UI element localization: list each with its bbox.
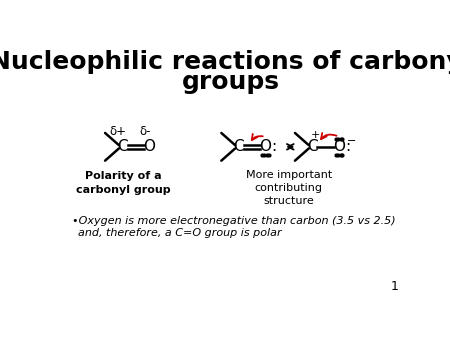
Text: 1: 1 [391,280,399,293]
Text: δ+: δ+ [109,125,126,138]
Text: C: C [233,139,244,154]
Text: •Oxygen is more electronegative than carbon (3.5 vs 2.5): •Oxygen is more electronegative than car… [72,216,396,226]
Text: groups: groups [182,70,279,94]
Text: C: C [117,139,127,154]
Text: and, therefore, a C=O group is polar: and, therefore, a C=O group is polar [78,228,282,238]
Text: More important
contributing
structure: More important contributing structure [246,170,332,206]
Text: Polarity of a
carbonyl group: Polarity of a carbonyl group [76,171,171,195]
Text: C: C [307,139,317,154]
Text: δ-: δ- [140,125,151,138]
Text: :: : [345,139,350,154]
Text: +: + [310,130,320,140]
Text: O: O [143,139,155,154]
Text: Nucleophilic reactions of carbonyl: Nucleophilic reactions of carbonyl [0,50,450,74]
Text: O: O [333,139,345,154]
Text: −: − [347,136,356,146]
Text: O: O [260,139,271,154]
Text: :: : [271,139,277,154]
